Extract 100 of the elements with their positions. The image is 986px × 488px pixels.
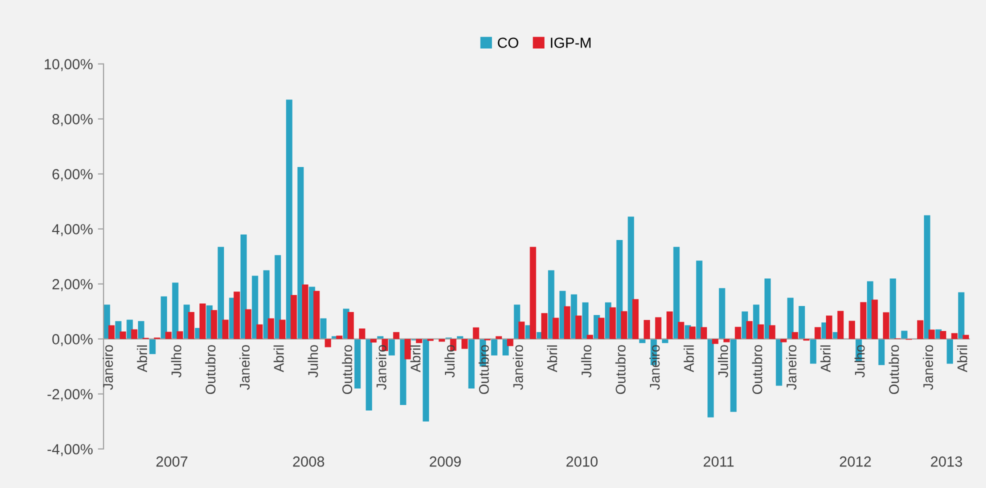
bar xyxy=(324,338,332,348)
bar xyxy=(798,306,805,339)
text: 2008 xyxy=(293,456,324,467)
x-tick-label: Outubro xyxy=(888,345,899,394)
bar xyxy=(210,310,218,339)
bar xyxy=(541,313,548,339)
bar xyxy=(218,246,224,339)
text: 2012 xyxy=(840,456,871,467)
bar xyxy=(655,317,662,339)
bar xyxy=(507,338,514,346)
bar xyxy=(962,334,969,339)
bar xyxy=(176,331,183,339)
bar xyxy=(496,336,502,339)
bar xyxy=(320,318,327,339)
bar xyxy=(598,318,604,339)
bar xyxy=(666,311,673,339)
bar xyxy=(358,328,366,339)
bar xyxy=(388,338,395,356)
x-tick-label: Abril xyxy=(957,345,968,372)
bar xyxy=(673,246,680,339)
bar xyxy=(678,322,684,339)
text: 2009 xyxy=(430,456,461,467)
bar xyxy=(222,320,229,339)
bar xyxy=(393,332,400,339)
bar xyxy=(689,326,696,339)
y-tick-label: 2,00% xyxy=(52,279,93,292)
bar xyxy=(548,270,554,339)
bar xyxy=(837,310,844,339)
x-tick-label: Julho xyxy=(581,345,592,378)
legend-label: IGP-M xyxy=(550,38,591,48)
bar xyxy=(723,338,730,342)
bar xyxy=(940,330,946,339)
bar xyxy=(718,288,726,339)
text: 2007 xyxy=(156,456,188,467)
bar xyxy=(279,320,286,339)
bar xyxy=(172,282,178,339)
bar xyxy=(491,338,498,356)
bar xyxy=(787,298,794,339)
bar xyxy=(274,255,281,339)
bar xyxy=(924,215,930,339)
bar xyxy=(472,327,480,339)
x-tick-label: Julho xyxy=(854,345,865,378)
bar xyxy=(700,327,707,339)
bar xyxy=(149,338,156,354)
bar xyxy=(336,336,342,339)
bar xyxy=(575,316,582,339)
bar xyxy=(245,309,252,339)
bar xyxy=(928,330,935,339)
x-tick-label: Janeiro xyxy=(512,345,524,390)
bar xyxy=(564,306,570,339)
bar xyxy=(958,292,964,339)
bar xyxy=(468,338,475,388)
bar xyxy=(366,338,372,410)
y-tick-label: -2,00% xyxy=(48,389,93,402)
bar xyxy=(377,336,384,339)
bar xyxy=(552,318,559,339)
bar xyxy=(586,334,594,339)
x-tick-label: Abril xyxy=(684,345,694,372)
x-tick-label: Abril xyxy=(136,345,148,372)
bar xyxy=(632,299,639,339)
bar xyxy=(404,338,411,360)
bar xyxy=(746,321,753,339)
y-tick-label: 8,00% xyxy=(52,114,93,126)
x-tick-label: Julho xyxy=(171,345,182,378)
x-tick-label: Abril xyxy=(546,345,558,372)
bar xyxy=(252,276,258,339)
text: 2013 xyxy=(930,456,962,467)
bar xyxy=(712,338,718,344)
x-tick-label: Outubro xyxy=(752,345,762,394)
x-tick-label: Janeiro xyxy=(239,345,250,390)
bar xyxy=(302,284,308,339)
bar xyxy=(696,260,702,339)
bar xyxy=(610,307,616,339)
x-tick-label: Outubro xyxy=(342,345,352,394)
bar xyxy=(951,333,958,339)
bar xyxy=(708,338,714,418)
x-tick-label: Outubro xyxy=(615,345,626,394)
bar xyxy=(792,332,798,339)
bar xyxy=(115,321,122,339)
bar xyxy=(872,300,878,339)
x-tick-label: Abril xyxy=(410,345,421,372)
bar xyxy=(620,311,628,339)
bar xyxy=(780,338,787,342)
x-tick-label: Outubro xyxy=(478,345,489,394)
bar xyxy=(108,325,115,339)
x-tick-label: Janeiro xyxy=(922,345,934,390)
bar xyxy=(256,324,263,339)
bar xyxy=(268,318,274,339)
bar xyxy=(734,326,742,339)
bar xyxy=(764,278,771,339)
bar xyxy=(200,303,206,339)
bar xyxy=(826,316,832,339)
bar xyxy=(160,296,168,339)
bar xyxy=(776,338,782,386)
bar xyxy=(313,290,320,339)
bar xyxy=(769,325,776,339)
bar xyxy=(286,100,292,339)
bar xyxy=(730,338,737,412)
text: 2010 xyxy=(566,456,598,467)
bar xyxy=(917,320,924,339)
